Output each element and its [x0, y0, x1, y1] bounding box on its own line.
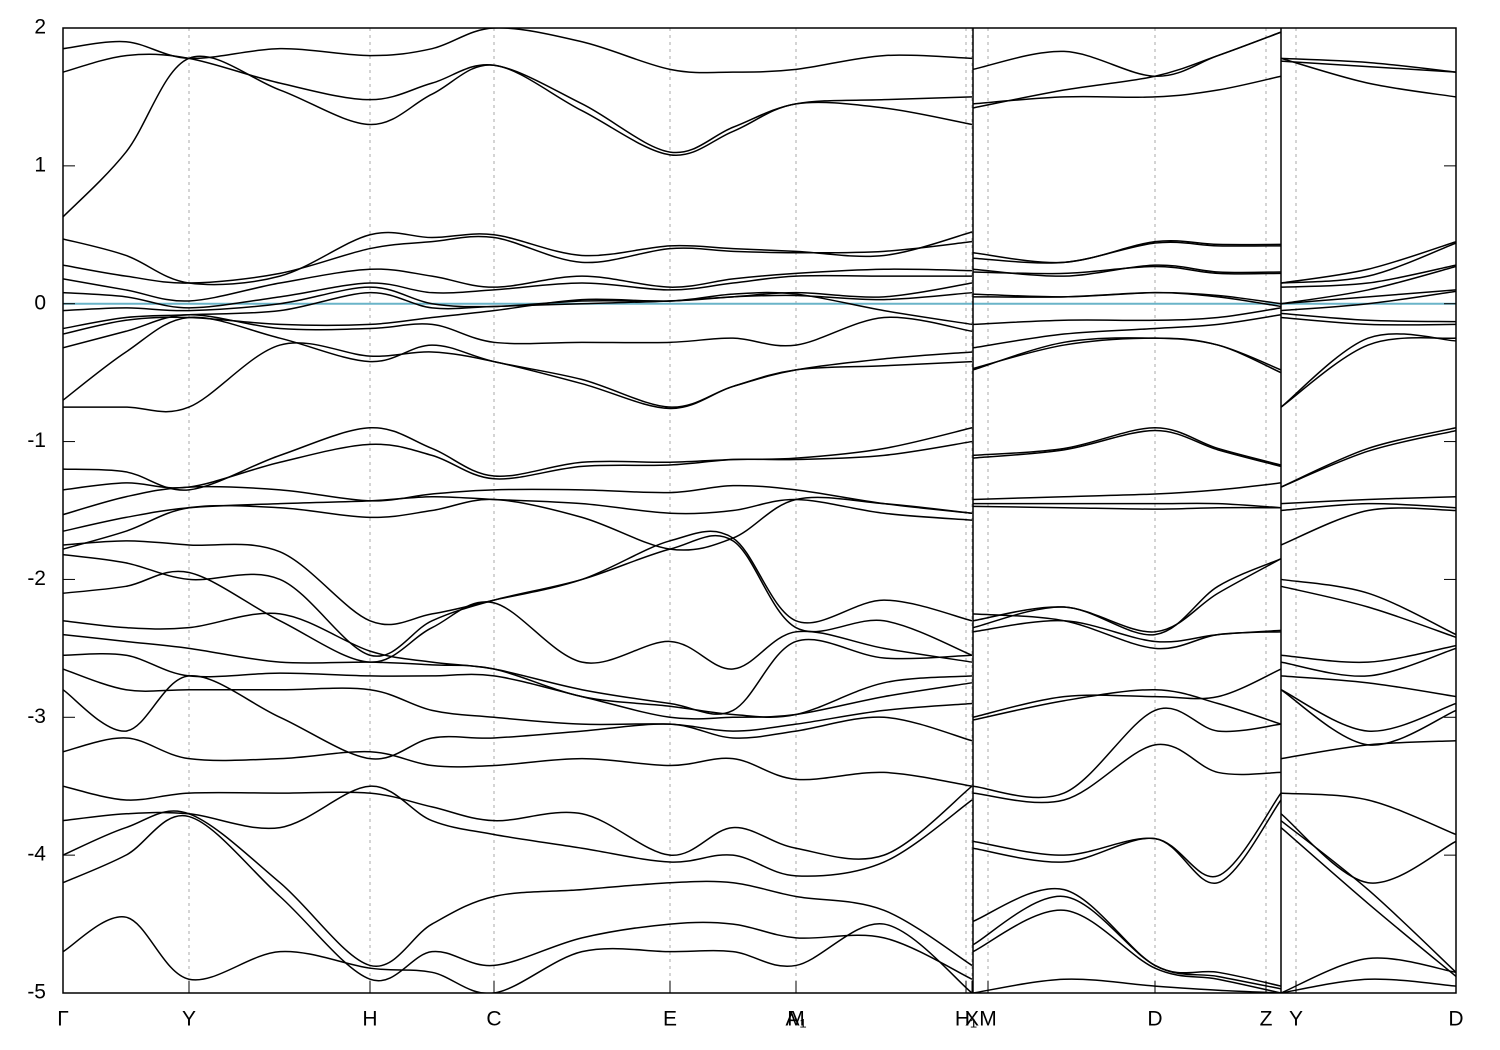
y-tick-label: -4 — [27, 843, 46, 866]
x-tick-label: M — [979, 1008, 997, 1031]
y-tick-label: 1 — [34, 153, 46, 176]
x-tick-label: M — [787, 1008, 805, 1031]
y-tick-label: -3 — [27, 705, 46, 728]
band-line — [63, 265, 1456, 309]
x-tick-label: Γ — [57, 1008, 69, 1031]
x-tick-label: H — [362, 1008, 377, 1031]
band-line — [63, 313, 1456, 349]
band-line — [63, 496, 1456, 551]
y-tick-label: -1 — [27, 429, 46, 452]
band-line — [63, 785, 1456, 884]
x-tick-label: D — [1448, 1008, 1463, 1031]
x-tick-label: X — [965, 1008, 979, 1031]
band-line — [63, 612, 1456, 715]
y-tick-label: -2 — [27, 567, 46, 590]
y-tick-label: -5 — [27, 981, 46, 1004]
band-line — [63, 333, 1456, 413]
x-tick-label: Z — [1260, 1008, 1273, 1031]
band-line — [63, 482, 1456, 516]
band-line — [63, 814, 1456, 993]
x-tick-label: Y — [1289, 1008, 1303, 1031]
x-tick-label: C — [486, 1008, 501, 1031]
band-line — [63, 264, 1456, 302]
x-tick-label: A₁ — [785, 1008, 806, 1031]
x-tick-label: D — [1147, 1008, 1162, 1031]
y-tick-label: 2 — [34, 16, 46, 39]
band-line — [63, 675, 1456, 804]
x-tick-label: E — [663, 1008, 677, 1031]
x-tick-label: H₁ — [955, 1008, 977, 1031]
x-tick-label: Y — [182, 1008, 196, 1031]
bands — [63, 28, 1456, 993]
band-line — [63, 810, 1456, 990]
band-line — [63, 534, 1456, 657]
band-line — [63, 28, 1456, 78]
y-tick-label: 0 — [34, 291, 46, 314]
plot-frame — [62, 27, 1457, 994]
band-line — [63, 235, 1456, 284]
